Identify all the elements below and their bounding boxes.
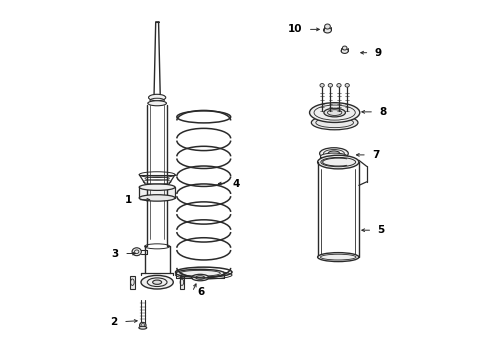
Text: 4: 4 xyxy=(232,179,240,189)
Polygon shape xyxy=(130,276,135,289)
Polygon shape xyxy=(180,276,184,289)
Ellipse shape xyxy=(318,253,359,262)
Ellipse shape xyxy=(345,84,349,87)
Bar xyxy=(139,187,175,198)
Ellipse shape xyxy=(311,116,358,130)
Ellipse shape xyxy=(132,248,141,256)
Ellipse shape xyxy=(310,103,360,122)
Text: 8: 8 xyxy=(379,107,387,117)
Ellipse shape xyxy=(141,275,173,289)
Text: 3: 3 xyxy=(112,248,119,258)
Ellipse shape xyxy=(140,322,146,328)
Ellipse shape xyxy=(318,155,359,169)
Ellipse shape xyxy=(153,280,162,284)
Text: 1: 1 xyxy=(125,195,132,205)
Ellipse shape xyxy=(176,269,224,277)
Ellipse shape xyxy=(320,153,347,159)
Ellipse shape xyxy=(324,108,345,117)
Text: 5: 5 xyxy=(378,225,385,235)
Ellipse shape xyxy=(322,160,345,167)
Text: 7: 7 xyxy=(372,150,380,160)
Ellipse shape xyxy=(139,195,175,201)
Text: 6: 6 xyxy=(197,287,205,297)
Text: 9: 9 xyxy=(375,48,382,58)
Ellipse shape xyxy=(323,27,331,33)
Ellipse shape xyxy=(139,184,175,190)
Ellipse shape xyxy=(341,48,348,53)
Ellipse shape xyxy=(148,94,166,101)
Ellipse shape xyxy=(324,24,330,29)
Ellipse shape xyxy=(319,148,348,159)
Ellipse shape xyxy=(328,151,340,156)
Ellipse shape xyxy=(139,326,147,329)
Text: 10: 10 xyxy=(288,24,302,35)
Ellipse shape xyxy=(328,84,333,87)
Text: 2: 2 xyxy=(110,317,118,327)
Ellipse shape xyxy=(320,84,324,87)
Ellipse shape xyxy=(337,84,341,87)
Ellipse shape xyxy=(192,274,209,281)
Ellipse shape xyxy=(343,46,347,50)
Ellipse shape xyxy=(148,101,167,106)
